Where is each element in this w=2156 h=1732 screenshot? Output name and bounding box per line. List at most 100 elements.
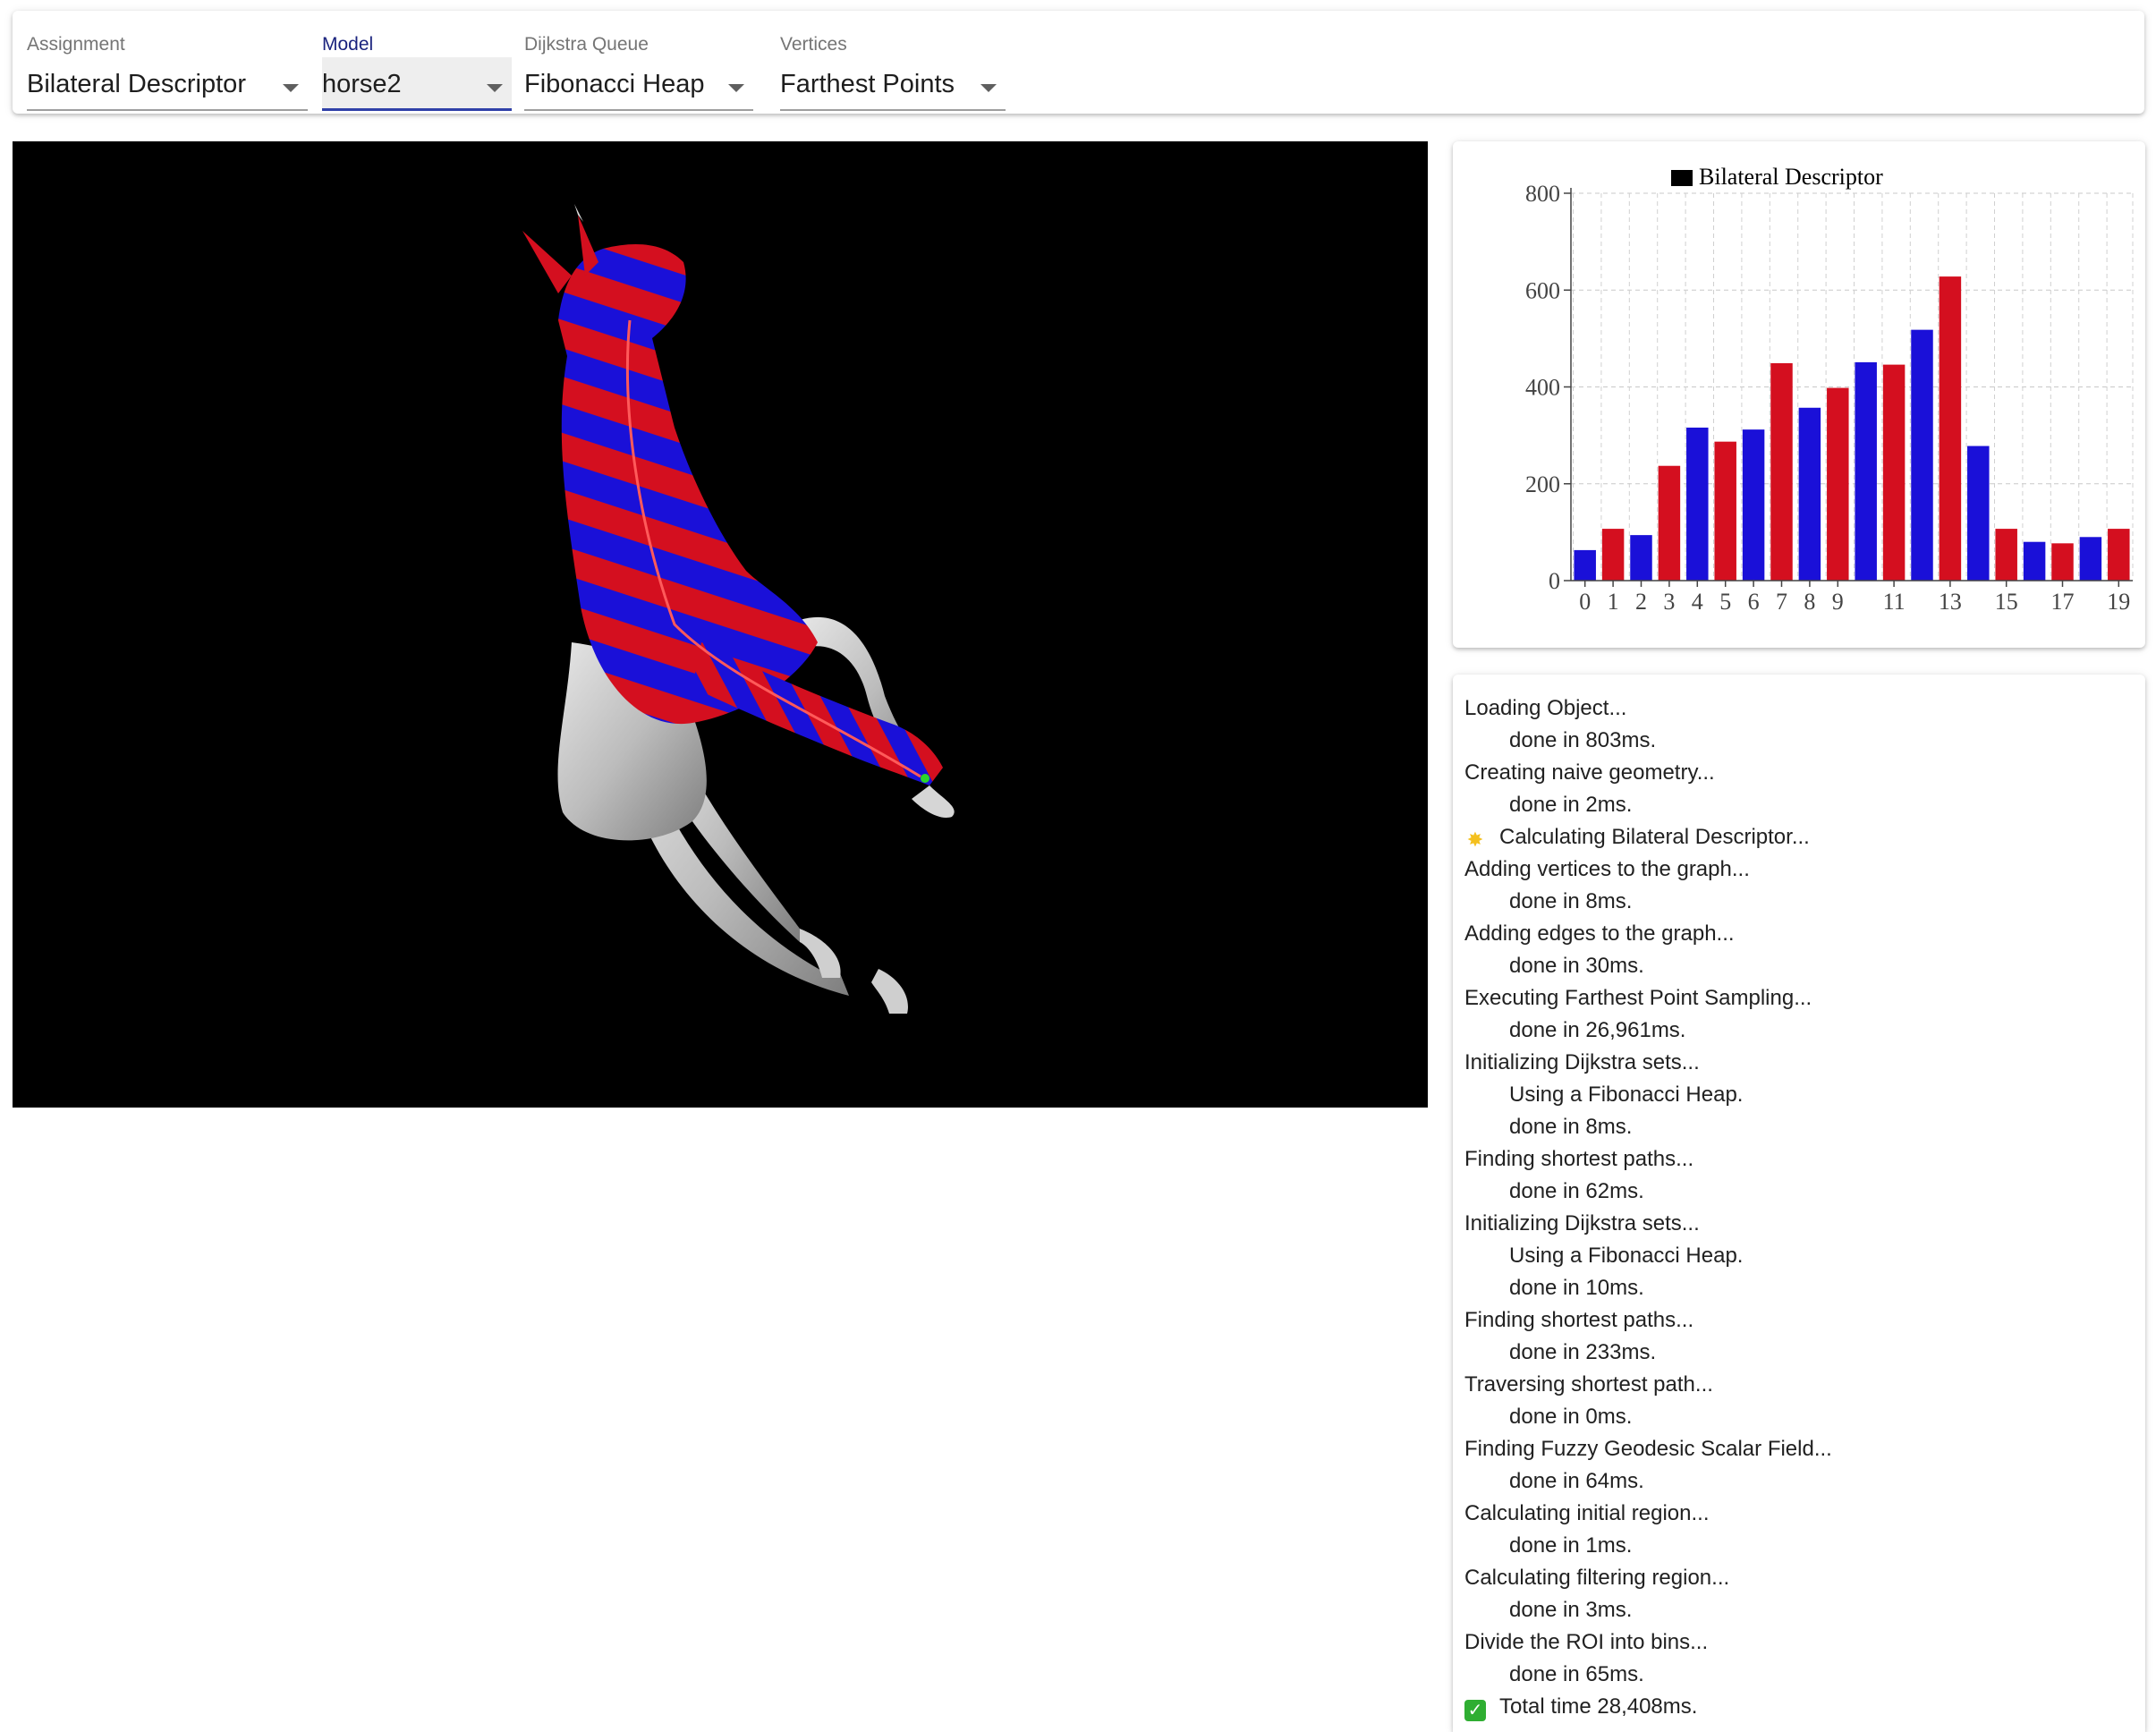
x-tick-label: 5 — [1719, 589, 1731, 615]
vertices-select[interactable]: Vertices Farthest Points — [780, 11, 1006, 114]
log-line: done in 62ms. — [1464, 1176, 2138, 1208]
log-line: done in 3ms. — [1464, 1594, 2138, 1626]
chart-bars — [1574, 276, 2130, 581]
log-line: Divide the ROI into bins... — [1464, 1626, 2138, 1659]
x-tick-label: 1 — [1608, 589, 1619, 615]
log-line: Adding edges to the graph... — [1464, 918, 2138, 950]
bar-9 — [1827, 387, 1849, 581]
log-line: Executing Farthest Point Sampling... — [1464, 982, 2138, 1015]
bar-14 — [1967, 446, 1990, 581]
toolbar: Assignment Bilateral Descriptor Model ho… — [13, 11, 2144, 114]
log-text: Initializing Dijkstra sets... — [1464, 1050, 1700, 1074]
log-line: done in 8ms. — [1464, 1111, 2138, 1143]
sparkle-icon: ✸ — [1466, 828, 1484, 851]
log-line: Finding shortest paths... — [1464, 1304, 2138, 1337]
y-tick-label: 0 — [1549, 568, 1560, 594]
log-line: done in 64ms. — [1464, 1465, 2138, 1498]
log-text: done in 0ms. — [1509, 1405, 1633, 1429]
y-tick-label: 800 — [1525, 181, 1560, 207]
3d-viewport[interactable] — [13, 141, 1428, 1108]
bar-11 — [1882, 364, 1906, 581]
log-line: Using a Fibonacci Heap. — [1464, 1240, 2138, 1272]
log-text: Executing Farthest Point Sampling... — [1464, 986, 1812, 1010]
log-text: Finding shortest paths... — [1464, 1308, 1694, 1332]
horse-mesh-render[interactable] — [13, 141, 1428, 1108]
log-line: ✸ Calculating Bilateral Descriptor... — [1464, 821, 2138, 853]
chevron-down-icon[interactable] — [728, 84, 744, 92]
assignment-field[interactable]: Bilateral Descriptor — [27, 57, 308, 111]
dijkstra-queue-select[interactable]: Dijkstra Queue Fibonacci Heap — [524, 11, 753, 114]
log-text: Finding shortest paths... — [1464, 1147, 1694, 1171]
dijkstra-queue-field[interactable]: Fibonacci Heap — [524, 57, 753, 111]
chart-legend: Bilateral Descriptor — [1671, 164, 1883, 190]
x-tick-label: 0 — [1579, 589, 1591, 615]
log-line: Creating naive geometry... — [1464, 757, 2138, 789]
x-tick-label: 6 — [1748, 589, 1760, 615]
log-line: done in 30ms. — [1464, 950, 2138, 982]
log-text: done in 26,961ms. — [1509, 1018, 1686, 1042]
log-line: done in 0ms. — [1464, 1401, 2138, 1433]
hoof-back — [800, 929, 841, 978]
log-line: Initializing Dijkstra sets... — [1464, 1208, 2138, 1240]
log-line: done in 2ms. — [1464, 789, 2138, 821]
log-line: Calculating filtering region... — [1464, 1562, 2138, 1594]
assignment-select[interactable]: Assignment Bilateral Descriptor — [27, 11, 308, 114]
hind-leg-front — [630, 714, 849, 996]
log-line: Finding shortest paths... — [1464, 1143, 2138, 1176]
selected-vertex-marker — [921, 774, 929, 783]
log-text: done in 65ms. — [1509, 1662, 1644, 1686]
log-text: done in 30ms. — [1509, 954, 1644, 978]
log-text: done in 62ms. — [1509, 1179, 1644, 1203]
bar-17 — [2051, 543, 2074, 581]
hind-leg-back — [666, 714, 800, 942]
log-text: Calculating filtering region... — [1464, 1566, 1730, 1590]
log-line: Using a Fibonacci Heap. — [1464, 1079, 2138, 1111]
x-tick-label: 8 — [1804, 589, 1815, 615]
log-text: done in 803ms. — [1509, 728, 1657, 752]
bar-18 — [2079, 537, 2102, 581]
bar-8 — [1798, 407, 1821, 581]
log-text: done in 1ms. — [1509, 1533, 1633, 1558]
chevron-down-icon[interactable] — [283, 84, 299, 92]
bar-3 — [1658, 465, 1681, 581]
x-tick-label: 4 — [1692, 589, 1703, 615]
log-text: Calculating initial region... — [1464, 1501, 1710, 1525]
log-text: Initializing Dijkstra sets... — [1464, 1211, 1700, 1235]
model-select[interactable]: Model horse2 — [322, 11, 512, 114]
chart-grid — [1571, 192, 2134, 581]
log-text: Adding edges to the graph... — [1464, 921, 1735, 946]
log-line: Finding Fuzzy Geodesic Scalar Field... — [1464, 1433, 2138, 1465]
log-line: Loading Object... — [1464, 692, 2138, 725]
horse-neck-striped — [558, 244, 818, 725]
console-log-card: Loading Object... done in 803ms. Creating … — [1453, 675, 2145, 1732]
log-line: done in 65ms. — [1464, 1659, 2138, 1691]
x-tick-label: 17 — [2051, 589, 2075, 615]
log-line: Calculating initial region... — [1464, 1498, 2138, 1530]
log-text: Using a Fibonacci Heap. — [1509, 1082, 1744, 1107]
chevron-down-icon[interactable] — [980, 84, 997, 92]
vertices-label: Vertices — [780, 34, 847, 55]
bar-2 — [1630, 535, 1652, 581]
chevron-down-icon[interactable] — [487, 84, 503, 92]
check-icon: ✓ — [1464, 1700, 1486, 1721]
hoof-raised — [912, 785, 955, 818]
vertices-value: Farthest Points — [780, 70, 955, 98]
log-line: ✓ Total time 28,408ms. — [1464, 1691, 2138, 1723]
legend-label: Bilateral Descriptor — [1699, 164, 1883, 190]
log-line: done in 1ms. — [1464, 1530, 2138, 1562]
bar-0 — [1574, 549, 1596, 581]
x-tick-label: 19 — [2107, 589, 2130, 615]
model-field[interactable]: horse2 — [322, 57, 512, 111]
bar-4 — [1686, 427, 1709, 581]
log-line: Traversing shortest path... — [1464, 1369, 2138, 1401]
ear-right — [522, 231, 572, 293]
log-text: done in 2ms. — [1509, 793, 1633, 817]
log-text: Traversing shortest path... — [1464, 1372, 1713, 1397]
log-text: done in 233ms. — [1509, 1340, 1657, 1364]
vertices-field[interactable]: Farthest Points — [780, 57, 1006, 111]
assignment-label: Assignment — [27, 34, 125, 55]
legend-swatch — [1671, 170, 1693, 186]
bar-16 — [2023, 541, 2046, 581]
log-line: done in 233ms. — [1464, 1337, 2138, 1369]
